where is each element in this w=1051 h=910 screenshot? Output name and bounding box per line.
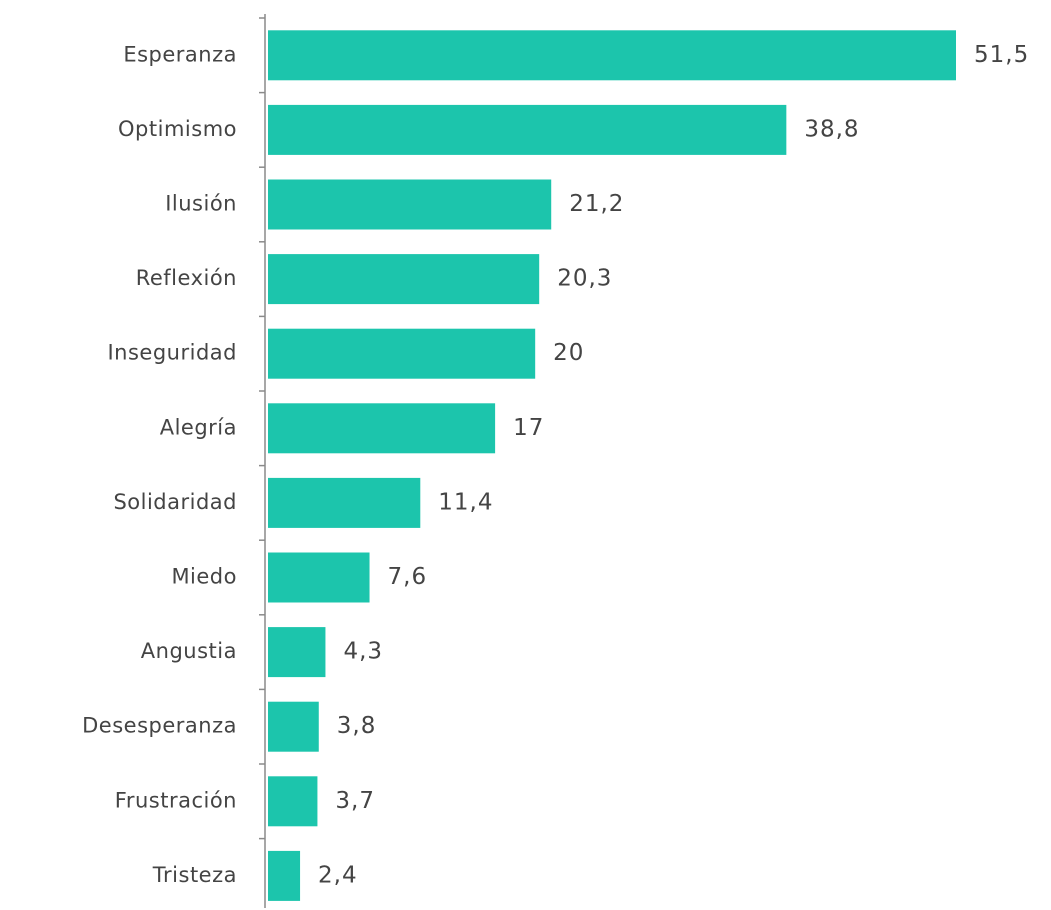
bar [268,328,536,379]
value-label: 3,7 [335,788,375,814]
category-label: Alegría [160,415,237,439]
bar [268,254,540,305]
category-label: Miedo [171,565,237,589]
value-label: 11,4 [438,489,493,515]
value-label: 7,6 [388,564,428,590]
bar [268,552,370,603]
bar [268,403,496,454]
category-label: Inseguridad [107,341,237,365]
bar [268,30,956,81]
value-label: 3,8 [337,713,377,739]
category-label: Optimismo [118,117,237,141]
category-label: Reflexión [136,266,237,290]
category-label: Ilusión [165,192,237,216]
axis-ticks [259,17,265,840]
bars-group [268,30,956,901]
bar [268,477,421,528]
bar [268,179,552,230]
category-label: Solidaridad [113,490,237,514]
bar [268,627,326,678]
value-label: 4,3 [343,639,383,665]
value-label: 2,4 [318,862,358,888]
category-label: Desesperanza [82,714,237,738]
bar [268,701,319,752]
bar [268,850,301,901]
value-labels: 51,5 38,8 21,2 20,3 20 17 11,4 7,6 4,3 3,8 3,7 2,4 [318,42,1029,889]
value-label: 20,3 [557,266,612,292]
value-label: 20 [553,340,584,366]
value-label: 38,8 [804,116,859,142]
bar [268,776,318,827]
category-label: Esperanza [123,42,237,66]
value-label: 51,5 [974,42,1029,68]
bar [268,104,787,155]
value-label: 21,2 [569,191,624,217]
category-label: Frustración [115,788,237,812]
value-label: 17 [513,415,544,441]
category-labels: Esperanza Optimismo Ilusión Reflexión Insegu… [82,42,237,887]
category-label: Angustia [141,639,237,663]
category-label: Tristeza [152,863,237,887]
